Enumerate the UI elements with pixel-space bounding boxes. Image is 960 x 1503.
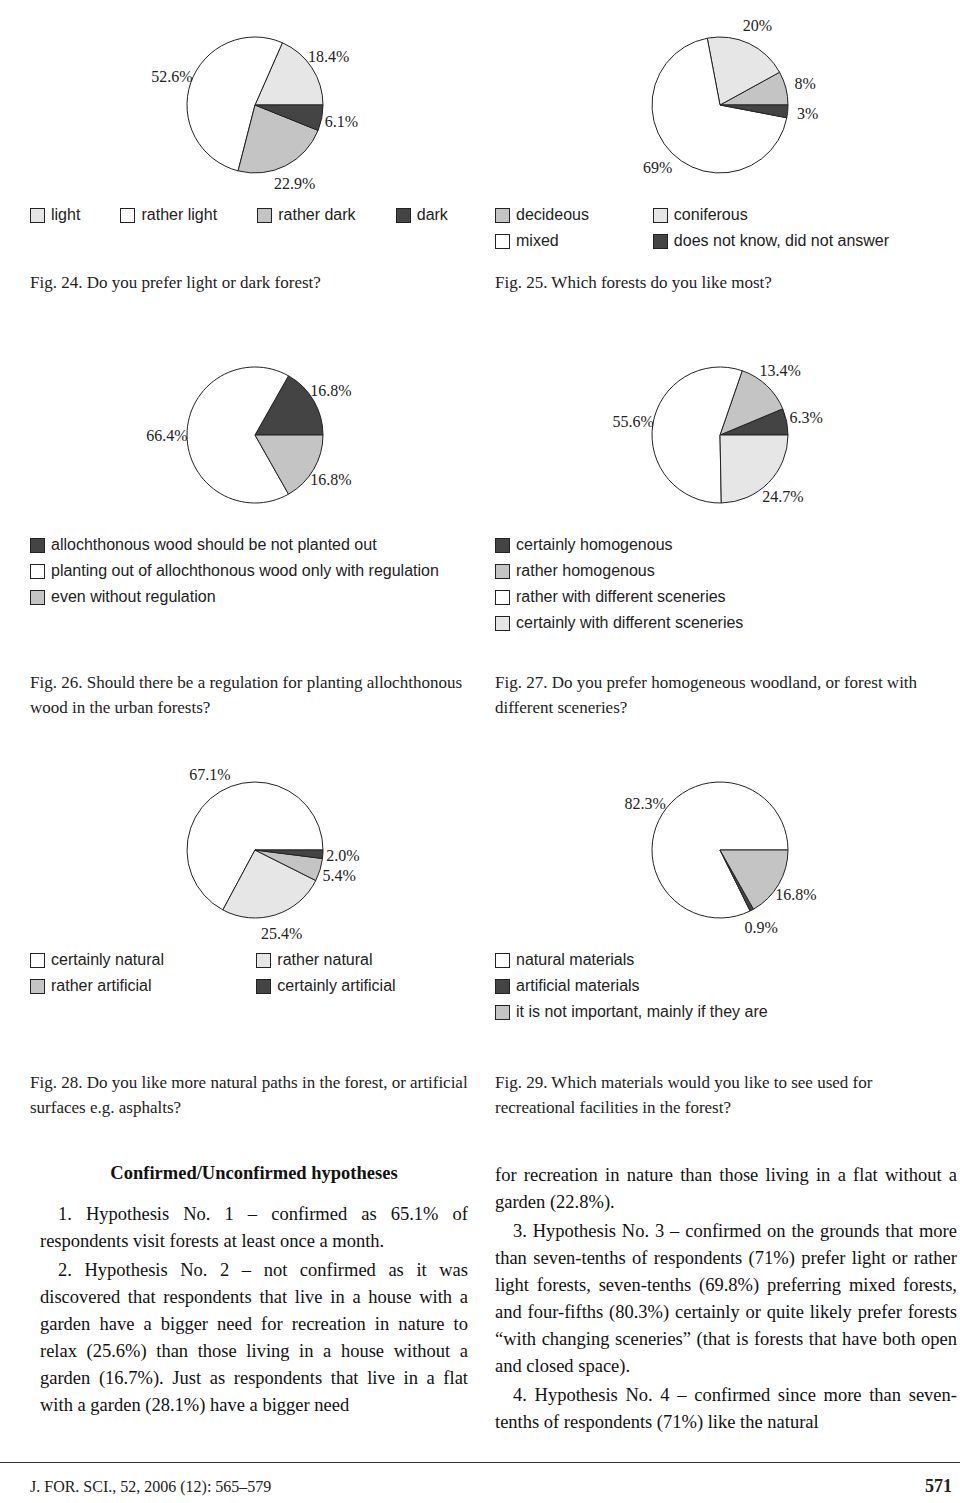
html-text:allochthonous wood should be n: allochthonous wood should be not planted… — [51, 536, 377, 553]
svg-text:2.0%: 2.0% — [326, 847, 359, 864]
html-text:certainly natural: certainly natural — [51, 951, 164, 968]
svg-text:6.1%: 6.1% — [325, 113, 358, 130]
svg-text:6.3%: 6.3% — [790, 409, 823, 426]
html-text:decideous: decideous — [516, 206, 589, 223]
html-text:natural materials: natural materials — [516, 951, 635, 968]
html-text:certainly homogenous: certainly homogenous — [516, 536, 673, 553]
svg-text:66.4%: 66.4% — [146, 427, 187, 444]
svg-text:24.7%: 24.7% — [762, 488, 803, 505]
html-text:it is not important, mainly if: it is not important, mainly if they are — [516, 1003, 768, 1020]
svg-text:0.9%: 0.9% — [745, 919, 778, 936]
html-text:planting out of allochthonous: planting out of allochthonous wood only … — [51, 562, 439, 579]
html-text:Fig. 24. Do you prefer light o: Fig. 24. Do you prefer light or dark for… — [30, 273, 321, 292]
html-text:artificial materials: artificial materials — [516, 977, 640, 994]
html-text:rather with different scenerie: rather with different sceneries — [516, 588, 726, 605]
svg-text:52.6%: 52.6% — [151, 68, 192, 85]
svg-text:67.1%: 67.1% — [189, 766, 230, 783]
html-text:Confirmed/Unconfirmed hypothes: Confirmed/Unconfirmed hypotheses — [110, 1163, 398, 1183]
html-text:J. FOR. SCI., 52, 2006 (12): 5: J. FOR. SCI., 52, 2006 (12): 565–579 — [30, 1478, 272, 1495]
html-text:Fig. 28. Do you like more natu: Fig. 28. Do you like more natural paths … — [30, 1073, 468, 1117]
svg-text:82.3%: 82.3% — [625, 795, 666, 812]
html-text:even without regulation: even without regulation — [51, 588, 216, 605]
html-text:Fig. 26. Should there be a reg: Fig. 26. Should there be a regulation fo… — [30, 673, 462, 717]
html-text:for recreation in nature than: for recreation in nature than those livi… — [495, 1165, 957, 1212]
html-text:mixed: mixed — [516, 232, 559, 249]
html-text:dark: dark — [416, 206, 448, 223]
svg-text:16.8%: 16.8% — [775, 886, 816, 903]
html-text:rather homogenous: rather homogenous — [516, 562, 655, 579]
svg-text:13.4%: 13.4% — [760, 362, 801, 379]
svg-text:22.9%: 22.9% — [274, 175, 315, 192]
html-text:certainly with different scene: certainly with different sceneries — [516, 614, 744, 631]
html-text:rather natural: rather natural — [277, 951, 373, 968]
html-text:4. Hypothesis No. 4 – confirme: 4. Hypothesis No. 4 – confirmed since mo… — [495, 1385, 957, 1432]
svg-text:18.4%: 18.4% — [308, 48, 349, 65]
html-text:3. Hypothesis No. 3 – confirme: 3. Hypothesis No. 3 – confirmed on the g… — [495, 1221, 957, 1376]
html-text:does not know, did not answer: does not know, did not answer — [673, 232, 890, 249]
html-text:Fig. 27. Do you prefer homogen: Fig. 27. Do you prefer homogeneous woodl… — [495, 673, 918, 717]
svg-text:25.4%: 25.4% — [261, 925, 302, 942]
svg-text:69%: 69% — [643, 159, 672, 176]
svg-text:8%: 8% — [795, 75, 816, 92]
html-text:571: 571 — [925, 1476, 952, 1496]
html-text:coniferous: coniferous — [673, 206, 748, 223]
html-text:Fig. 25. Which forests do you: Fig. 25. Which forests do you like most? — [495, 273, 772, 292]
svg-text:16.8%: 16.8% — [310, 471, 351, 488]
svg-text:5.4%: 5.4% — [323, 867, 356, 884]
html-text:rather dark: rather dark — [278, 206, 356, 223]
svg-text:20%: 20% — [743, 17, 772, 34]
html-text:certainly artificial: certainly artificial — [277, 977, 396, 994]
html-text:rather light: rather light — [141, 206, 218, 223]
svg-text:3%: 3% — [797, 105, 818, 122]
svg-text:55.6%: 55.6% — [612, 413, 653, 430]
html-text:rather artificial: rather artificial — [51, 977, 152, 994]
svg-text:16.8%: 16.8% — [310, 382, 351, 399]
html-text:light: light — [51, 206, 81, 223]
html-text:2. Hypothesis No. 2 – not conf: 2. Hypothesis No. 2 – not confirmed as i… — [40, 1260, 468, 1415]
html-text:Fig. 29. Which materials would: Fig. 29. Which materials would you like … — [495, 1073, 873, 1117]
html-text:1. Hypothesis No. 1 – confirme: 1. Hypothesis No. 1 – confirmed as 65.1%… — [40, 1204, 468, 1251]
